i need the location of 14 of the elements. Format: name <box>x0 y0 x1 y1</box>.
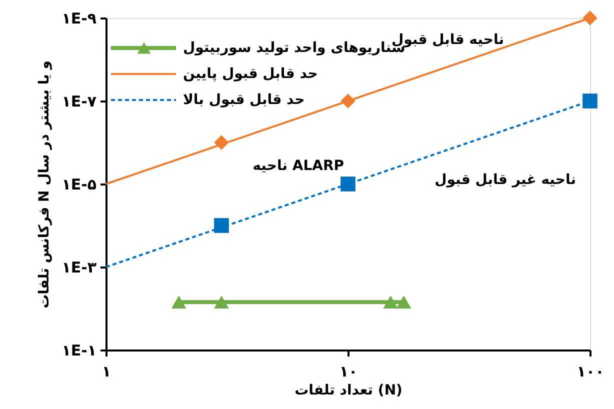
y-tick-label: ۱E-۹ <box>62 10 96 28</box>
annotation: ناحیه ALARP <box>252 158 344 174</box>
y-tick-label: ۱E-۳ <box>62 258 96 276</box>
x-tick-label: ۱ <box>102 362 112 380</box>
x-tick-label: ۱۰ <box>339 362 358 380</box>
x-axis-title: تعداد تلفات (N) <box>294 382 402 398</box>
legend-label: حد قابل قبول بالا <box>183 92 305 108</box>
y-axis-title: فرکانس تلفات N و یا بیشتر در سال <box>36 60 53 308</box>
annotation: ناحیه غیر قابل قبول <box>434 172 576 188</box>
y-tick-label: ۱E-۷ <box>62 92 96 110</box>
y-tick-label: ۱E-۵ <box>62 176 96 194</box>
legend-label: حد قابل قبول پایین <box>183 66 318 82</box>
x-tick-label: ۱۰۰ <box>576 362 604 380</box>
y-tick-label: ۱E-۱ <box>62 342 96 360</box>
